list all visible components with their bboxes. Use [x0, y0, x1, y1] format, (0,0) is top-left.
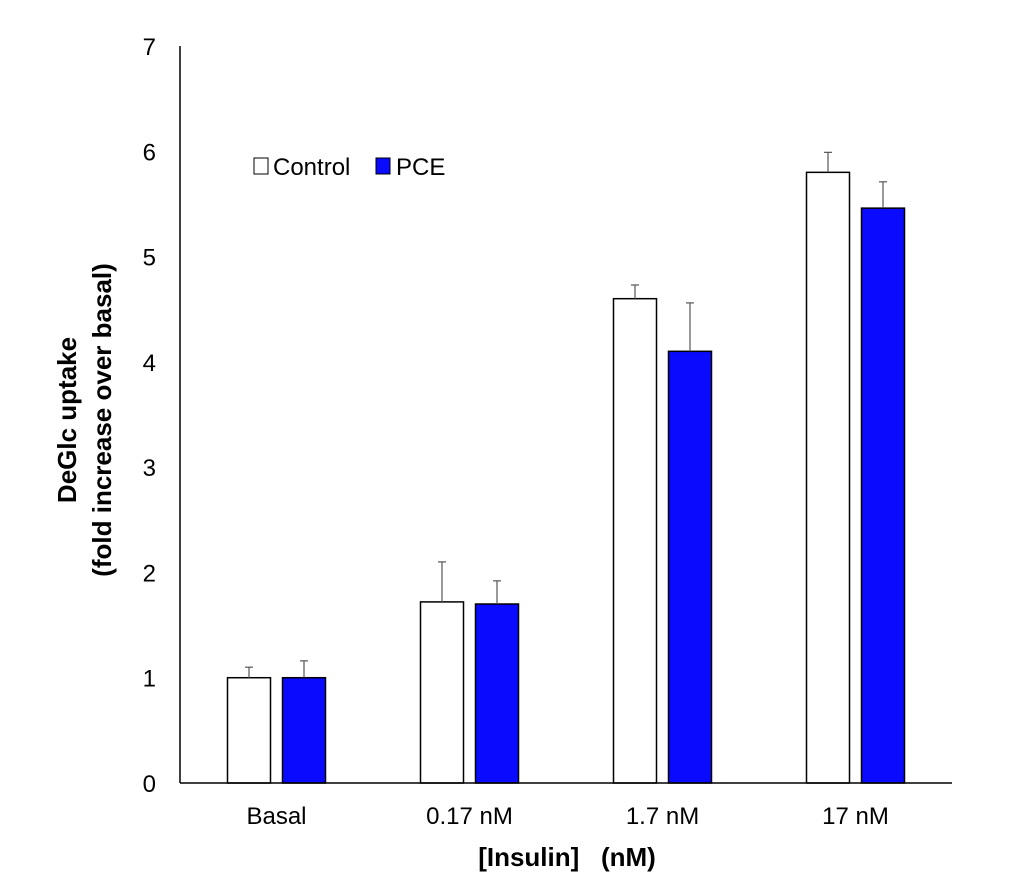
y-axis-title: DeGlc uptake (fold increase over basal) — [52, 263, 117, 577]
bar-control-0 — [226, 676, 272, 784]
legend-label-control: Control — [273, 154, 350, 181]
legend-swatch-control — [253, 157, 269, 175]
y-tick-label: 0 — [143, 771, 156, 798]
y-tick-label: 7 — [143, 34, 156, 61]
bar-pce-1 — [474, 603, 520, 784]
bars-group — [226, 151, 906, 784]
x-axis-tick-labels: Basal 0.17 nM 1.7 nM 17 nM — [246, 803, 888, 830]
x-tick-label: 0.17 nM — [426, 803, 513, 830]
x-tick-label: 17 nM — [822, 803, 889, 830]
y-tick-label: 3 — [143, 455, 156, 482]
x-tick-label: 1.7 nM — [626, 803, 699, 830]
y-axis-ticks: 0 1 2 3 4 5 6 7 — [143, 34, 156, 798]
y-tick-label: 2 — [143, 560, 156, 587]
bar-pce-3 — [860, 207, 906, 784]
bar-control-3 — [805, 171, 851, 784]
bar-pce-2 — [667, 350, 713, 784]
y-axis-title-line-2: (fold increase over basal) — [87, 263, 117, 577]
y-tick-label: 6 — [143, 139, 156, 166]
y-tick-label: 5 — [143, 245, 156, 272]
bar-control-1 — [419, 601, 465, 784]
bar-pce-0 — [281, 676, 327, 784]
x-tick-label: Basal — [246, 803, 306, 830]
y-axis-title-line-1: DeGlc uptake — [52, 337, 82, 503]
legend-swatch-pce — [375, 157, 391, 175]
y-tick-label: 4 — [143, 350, 156, 377]
legend: Control PCE — [253, 154, 445, 181]
legend-label-pce: PCE — [396, 154, 445, 181]
x-axis-title: [Insulin] (nM) — [478, 842, 656, 872]
bar-control-2 — [612, 297, 658, 784]
y-tick-label: 1 — [143, 666, 156, 693]
